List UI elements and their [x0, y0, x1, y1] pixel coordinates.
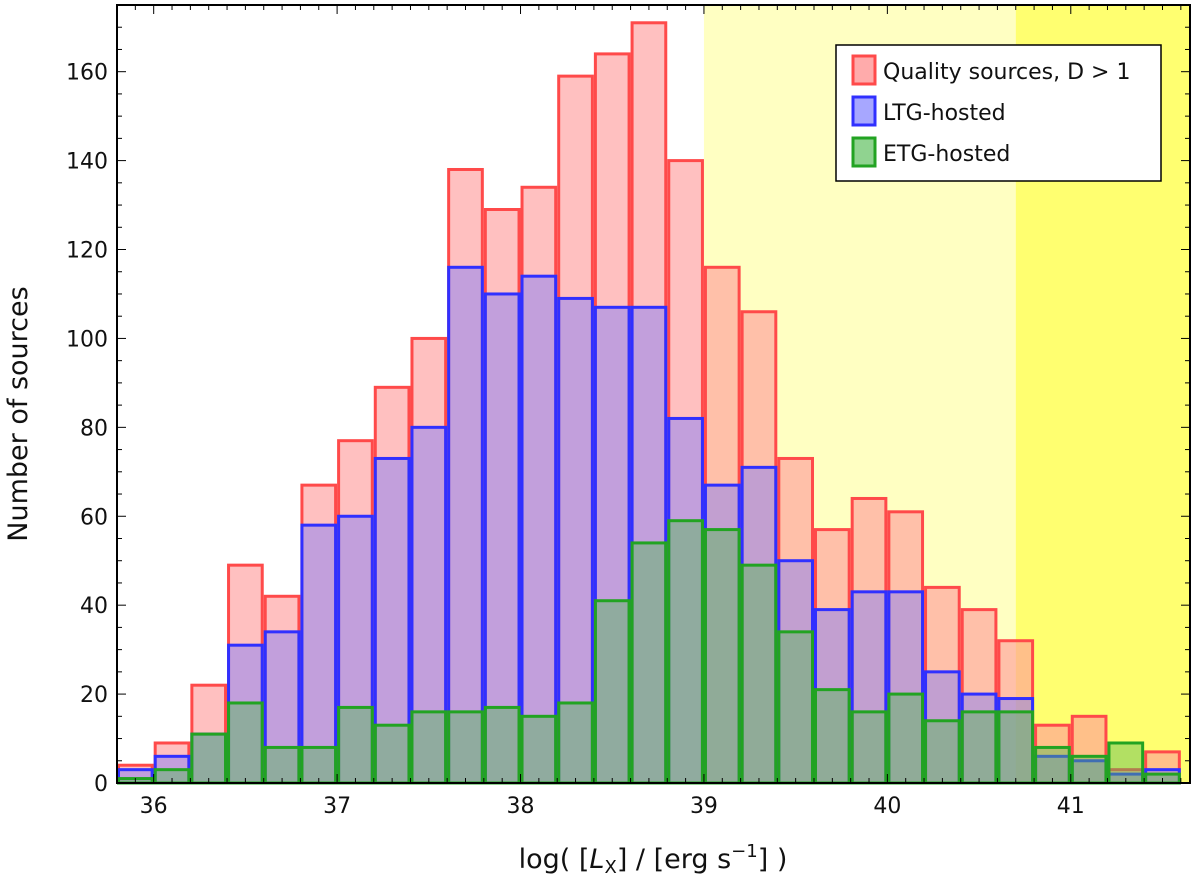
legend-label-ltg-hosted: LTG-hosted: [883, 101, 1006, 126]
etg-hosted-bar: [850, 710, 888, 785]
legend-box: [835, 44, 1162, 182]
x-tick-label: 36: [140, 794, 168, 819]
etg-hosted-bar: [667, 519, 704, 785]
etg-hosted-bar: [190, 732, 228, 785]
etg-hosted-bar: [924, 719, 961, 785]
y-tick-label: 20: [80, 683, 108, 708]
series-quality-sources-bars: [117, 21, 1181, 785]
y-tick-label: 120: [66, 239, 108, 264]
etg-hosted-bar: [777, 630, 814, 785]
y-tick-label: 100: [66, 327, 108, 352]
etg-hosted-bar: [483, 705, 521, 785]
y-tick-label: 60: [80, 505, 108, 530]
legend-label-etg-hosted: ETG-hosted: [883, 142, 1010, 167]
quality-sources-bar: [1070, 714, 1108, 785]
x-axis-title: log( [LX] / [erg s−1] ): [519, 841, 788, 878]
ltg-hosted-bar: [593, 305, 631, 785]
etg-hosted-bar: [997, 710, 1035, 785]
quality-sources-bar: [777, 456, 814, 785]
etg-hosted-bar: [960, 710, 998, 785]
legend-swatch-etg-hosted: [851, 136, 877, 168]
legend: Quality sources, D > 1 LTG-hosted ETG-ho…: [835, 44, 1162, 182]
etg-hosted-bar: [813, 688, 851, 785]
ltg-hosted-bar: [337, 514, 374, 785]
x-tick-label: 37: [323, 794, 351, 819]
etg-hosted-bar: [557, 701, 594, 785]
quality-sources-bar: [740, 310, 778, 785]
x-tick-label: 41: [1057, 794, 1085, 819]
plot-frame: [116, 4, 1191, 784]
ltg-hosted-bar: [850, 590, 888, 785]
ltg-hosted-bar: [777, 559, 814, 785]
legend-swatch-quality-sources: [851, 54, 877, 86]
x-axis-ticks: 36 37 38 39 40 41: [116, 5, 1182, 819]
y-tick-label: 40: [80, 594, 108, 619]
ltg-hosted-bar: [703, 483, 741, 785]
quality-sources-bar: [1144, 750, 1181, 785]
x-tick-label: 38: [507, 794, 535, 819]
ltg-hosted-bar: [263, 630, 301, 785]
x-tick-label: 40: [873, 794, 901, 819]
etg-hosted-bar: [373, 723, 411, 785]
etg-hosted-bar: [630, 541, 668, 785]
y-axis-ticks: 0 20 40 60 80 100 120 140 160: [66, 4, 1190, 797]
etg-hosted-bar: [593, 599, 631, 785]
ltg-hosted-bar: [410, 425, 448, 785]
y-axis-title: Number of sources: [3, 286, 34, 541]
etg-hosted-bar: [887, 692, 925, 785]
y-tick-label: 160: [66, 61, 108, 86]
etg-hosted-bar: [1034, 745, 1071, 785]
etg-hosted-bar: [1107, 741, 1145, 785]
x-tick-label: 39: [690, 794, 718, 819]
etg-hosted-bar: [520, 714, 558, 785]
etg-hosted-bar: [263, 745, 301, 785]
legend-label-quality-sources: Quality sources, D > 1: [883, 60, 1130, 85]
ltg-hosted-bar: [300, 523, 338, 785]
y-tick-label: 80: [80, 416, 108, 441]
etg-hosted-bar: [337, 705, 374, 785]
legend-swatch-ltg-hosted: [851, 95, 877, 127]
series-ltg-hosted-bars: [117, 265, 1181, 785]
y-tick-label: 140: [66, 150, 108, 175]
etg-hosted-bar: [740, 563, 778, 785]
ltg-hosted-bar: [960, 692, 998, 785]
etg-hosted-bar: [447, 710, 484, 785]
etg-hosted-bar: [703, 528, 741, 785]
y-tick-label: 0: [94, 772, 108, 797]
ltg-hosted-bar: [887, 590, 925, 785]
ltg-hosted-bar: [447, 265, 484, 785]
ltg-hosted-bar: [373, 456, 411, 785]
ltg-hosted-bar: [520, 274, 558, 785]
etg-hosted-bar: [410, 710, 448, 785]
etg-hosted-bar: [300, 745, 338, 785]
etg-hosted-bar: [227, 701, 264, 785]
